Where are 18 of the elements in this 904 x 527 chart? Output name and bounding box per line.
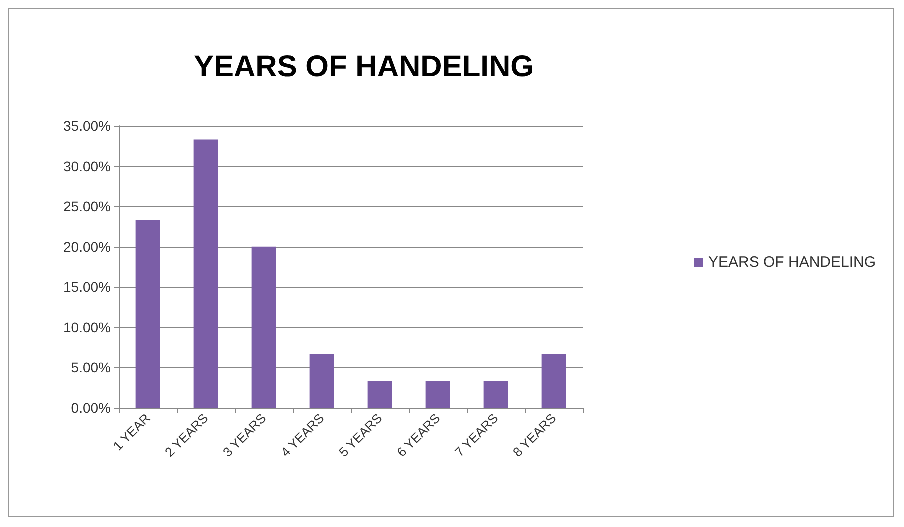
bar — [194, 140, 218, 408]
bar — [310, 354, 334, 408]
y-tick-label: 20.00% — [64, 238, 111, 255]
chart-title: YEARS OF HANDELING — [194, 50, 534, 84]
y-tick-label: 5.00% — [71, 360, 111, 376]
bar — [542, 354, 566, 408]
y-tick-label: 35.00% — [64, 118, 111, 134]
legend-label: YEARS OF HANDELING — [708, 254, 876, 271]
bar — [252, 246, 276, 408]
y-tick-label: 0.00% — [71, 400, 111, 416]
y-tick-label: 30.00% — [64, 158, 111, 174]
bar — [426, 381, 450, 408]
bar — [484, 381, 508, 408]
y-tick-label: 10.00% — [64, 319, 111, 336]
bar — [136, 220, 160, 408]
y-tick-label: 25.00% — [64, 198, 111, 215]
y-tick-label: 15.00% — [64, 279, 111, 296]
bar — [368, 381, 392, 408]
